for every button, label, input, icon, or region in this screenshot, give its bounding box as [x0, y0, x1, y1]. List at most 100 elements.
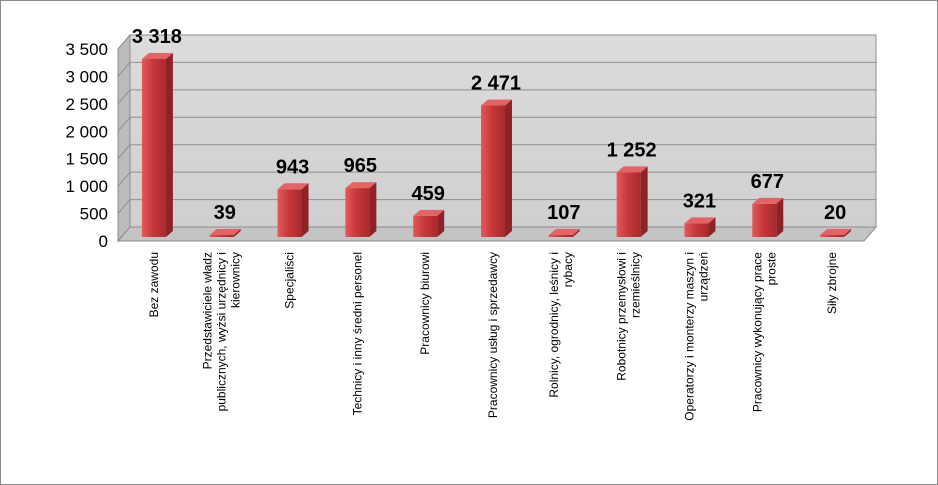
x-tick-label-line: rybacy: [561, 252, 575, 287]
bar-top: [141, 52, 173, 59]
data-label: 2 471: [471, 72, 521, 94]
data-label: 459: [411, 183, 444, 205]
bar-side: [505, 99, 512, 237]
bar-top: [752, 197, 784, 204]
x-tick-label-line: proste: [764, 252, 778, 286]
gridline-side: [117, 62, 131, 77]
bar: [684, 217, 716, 237]
bar: [209, 229, 241, 237]
x-tick-label-line: Pracownicy wykonujący prace: [750, 252, 764, 412]
y-tick-label: 2 000: [65, 122, 108, 141]
x-tick-label-line: Operatorzy i monterzy maszyn i: [682, 252, 696, 421]
bar: [413, 209, 445, 237]
data-label: 20: [824, 202, 846, 224]
bar-top: [684, 217, 716, 224]
gridline-side: [117, 171, 131, 187]
bar-side: [301, 183, 309, 237]
bar-side: [776, 197, 784, 237]
x-tick-label-line: Specjaliści: [283, 252, 297, 309]
data-label: 965: [344, 155, 377, 177]
bar-front: [548, 235, 573, 237]
bar-front: [141, 58, 166, 237]
bar-front: [277, 189, 302, 237]
y-tick-label: 1 500: [65, 150, 108, 169]
data-label: 677: [751, 171, 784, 193]
bar: [548, 229, 580, 237]
x-tick-label: Pracownicy usług i sprzedawcy: [486, 252, 500, 418]
bar-side: [233, 229, 241, 237]
bar-front: [413, 215, 438, 237]
bar-front: [345, 188, 370, 237]
x-tick-label-line: Przedstawiciele władz: [201, 252, 215, 369]
bar-top: [413, 209, 445, 216]
bar: [752, 197, 784, 237]
side-wall: [117, 33, 131, 243]
x-tick-label: Technicy i inny średni personel: [350, 252, 364, 415]
bar: [820, 229, 852, 237]
x-tick-label-line: Pracownicy biurowi: [418, 252, 432, 355]
gridline-side: [117, 144, 131, 160]
bar-top: [820, 229, 852, 235]
x-tick-label-line: Rolnicy, ogrodnicy, leśnicy i: [547, 252, 561, 398]
y-tick-label: 3 000: [65, 67, 108, 86]
data-label: 107: [547, 202, 580, 224]
x-tick-label: Specjaliści: [283, 252, 297, 309]
data-label: 321: [683, 190, 716, 212]
x-tick-label-line: Pracownicy usług i sprzedawcy: [486, 252, 500, 418]
x-tick-label: Rolnicy, ogrodnicy, leśnicy i rybacy: [547, 252, 575, 398]
y-tick-label: 0: [99, 232, 108, 251]
bar-top: [209, 229, 241, 235]
x-tick-label-line: Siły zbrojne: [825, 252, 839, 314]
y-tick-label: 2 500: [65, 95, 108, 114]
bar-top: [345, 182, 377, 189]
x-tick-label: Siły zbrojne: [825, 252, 839, 314]
bar-side: [369, 182, 377, 237]
bar-side: [640, 166, 648, 237]
bar-top: [548, 229, 580, 235]
x-tick-label: Operatorzy i monterzy maszyn i urządzeń: [682, 252, 710, 421]
bar: [481, 99, 512, 237]
x-tick-label: Pracownicy wykonujący prace proste: [750, 252, 778, 412]
bar-top: [481, 99, 512, 106]
gridline-side: [117, 89, 131, 105]
bar-side: [708, 217, 716, 237]
bar-side: [844, 229, 852, 237]
x-tick-label-line: kierownicy: [229, 252, 243, 308]
bar-front: [752, 203, 777, 237]
bar-front: [481, 105, 505, 237]
bar-front: [209, 235, 234, 237]
data-label: 39: [214, 202, 236, 224]
bar-side: [437, 209, 445, 237]
y-tick-label: 3 500: [65, 40, 108, 59]
y-tick-label: 1 000: [65, 177, 108, 196]
x-tick-label-line: publicznych, wyżsi urzędnicy i: [215, 252, 229, 411]
gridline-side: [117, 34, 131, 50]
data-label: 1 252: [607, 139, 657, 161]
bar: [616, 166, 648, 237]
x-tick-label-line: Technicy i inny średni personel: [350, 252, 364, 415]
data-label: 3 318: [132, 26, 182, 48]
x-tick-label: Przedstawiciele władz publicznych, wyżsi …: [201, 252, 243, 411]
x-tick-label: Pracownicy biurowi: [418, 252, 432, 355]
bar-front: [684, 223, 709, 237]
x-tick-label: Robotnicy przemysłowi i rzemieślnicy: [615, 252, 643, 381]
bar-front: [820, 235, 845, 237]
x-tick-label-line: rzemieślnicy: [629, 252, 643, 318]
data-label: 943: [276, 156, 309, 178]
bar: [277, 183, 309, 237]
bar-side: [165, 52, 173, 237]
bar-front: [616, 172, 641, 237]
bar: [141, 52, 173, 237]
bar-top: [277, 183, 309, 190]
bar-side: [572, 229, 580, 237]
bar: [345, 182, 377, 237]
y-tick-label: 500: [80, 205, 108, 224]
gridline-side: [117, 199, 131, 214]
gridline-side: [117, 116, 131, 132]
x-tick-label-line: Bez zawodu: [147, 252, 161, 317]
x-tick-label-line: Robotnicy przemysłowi i: [615, 252, 629, 381]
x-tick-label-line: urządzeń: [696, 252, 710, 301]
x-tick-label: Bez zawodu: [147, 252, 161, 317]
bar-top: [616, 166, 648, 173]
